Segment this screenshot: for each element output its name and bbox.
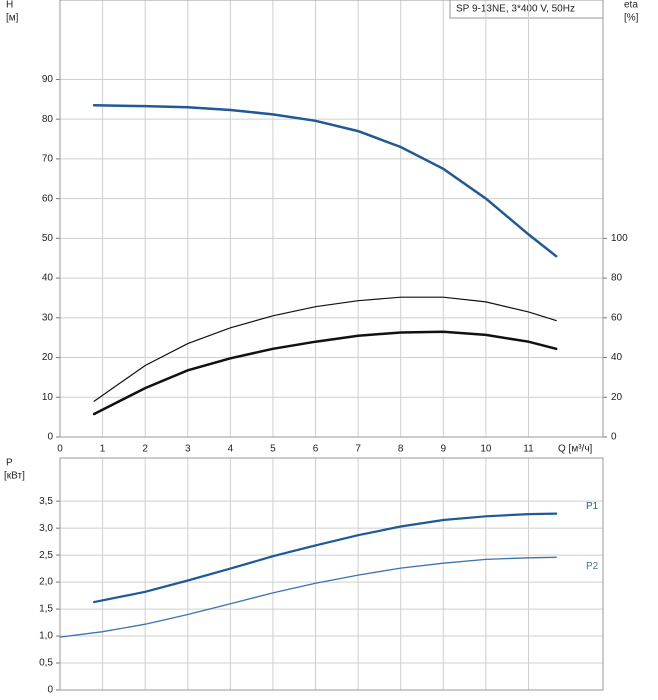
series-label: P2 bbox=[586, 561, 599, 572]
y-tick-label: 0 bbox=[47, 685, 53, 696]
y-tick-label: 80 bbox=[42, 114, 54, 125]
y-axis-label: H bbox=[6, 0, 13, 11]
series-label: P1 bbox=[586, 501, 599, 512]
curve bbox=[93, 296, 557, 402]
y-axis-label: P bbox=[6, 458, 13, 469]
y2-tick-label: 100 bbox=[611, 233, 628, 244]
x-tick-label: 2 bbox=[142, 444, 148, 455]
y-tick-label: 1,0 bbox=[39, 631, 53, 642]
plot-frame bbox=[59, 0, 604, 438]
y-tick-label: 20 bbox=[42, 352, 54, 363]
y2-tick-label: 20 bbox=[611, 392, 623, 403]
y-tick-label: 10 bbox=[42, 392, 54, 403]
x-tick-label: 10 bbox=[480, 444, 492, 455]
y-tick-label: 60 bbox=[42, 193, 54, 204]
y-tick-label: 0,5 bbox=[39, 658, 53, 669]
y2-axis-label: eta bbox=[624, 0, 638, 11]
y-tick-label: 1,5 bbox=[39, 604, 53, 615]
x-tick-label: 9 bbox=[441, 444, 447, 455]
y-tick-label: 70 bbox=[42, 154, 54, 165]
chart-title: SP 9-13NE, 3*400 V, 50Hz bbox=[456, 4, 575, 15]
y-tick-label: 40 bbox=[42, 273, 54, 284]
y2-tick-label: 80 bbox=[611, 273, 623, 284]
x-tick-label: 6 bbox=[313, 444, 319, 455]
curve bbox=[59, 556, 557, 638]
y-tick-label: 3,0 bbox=[39, 523, 53, 534]
y-tick-label: 2,0 bbox=[39, 577, 53, 588]
y-axis-unit: [кВт] bbox=[4, 471, 25, 482]
plot-frame bbox=[59, 457, 604, 691]
y2-tick-label: 60 bbox=[611, 312, 623, 323]
x-tick-label: 3 bbox=[185, 444, 191, 455]
y2-tick-label: 40 bbox=[611, 352, 623, 363]
y-tick-label: 3,5 bbox=[39, 496, 53, 507]
y-tick-label: 2,5 bbox=[39, 550, 53, 561]
x-axis-label: Q [м³/ч] bbox=[558, 444, 593, 455]
curve bbox=[92, 330, 558, 416]
y-tick-label: 0 bbox=[47, 432, 53, 443]
x-tick-label: 5 bbox=[270, 444, 276, 455]
x-tick-label: 1 bbox=[100, 444, 106, 455]
curve bbox=[92, 104, 558, 258]
y2-axis-unit: [%] bbox=[624, 13, 639, 24]
curve bbox=[93, 512, 558, 604]
x-tick-label: 11 bbox=[523, 444, 534, 455]
y-tick-label: 90 bbox=[42, 74, 54, 85]
x-tick-label: 8 bbox=[398, 444, 404, 455]
x-tick-label: 4 bbox=[228, 444, 234, 455]
y-axis-unit: [м] bbox=[6, 13, 19, 24]
y-tick-label: 30 bbox=[42, 312, 54, 323]
x-tick-label: 0 bbox=[57, 444, 63, 455]
y2-tick-label: 0 bbox=[611, 432, 617, 443]
x-tick-label: 7 bbox=[355, 444, 361, 455]
y-tick-label: 50 bbox=[42, 233, 54, 244]
